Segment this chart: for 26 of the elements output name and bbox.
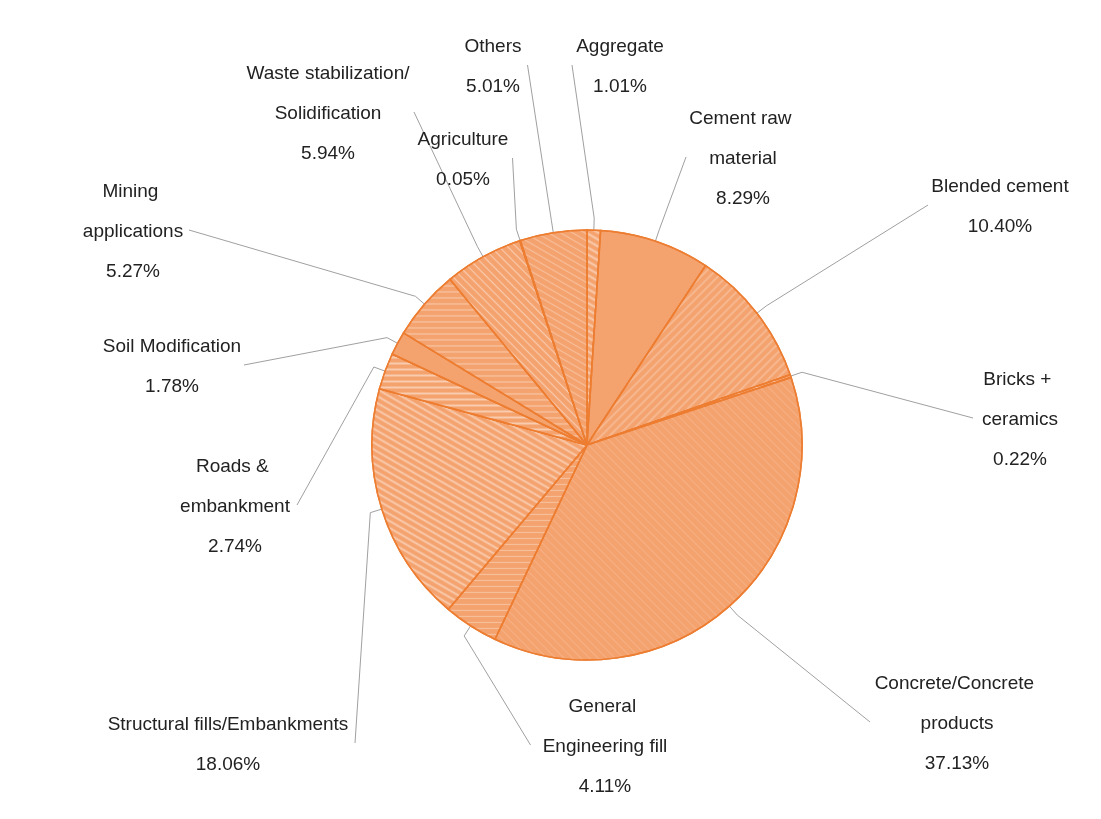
slice-label: Cement raw material	[689, 106, 797, 168]
data-label: 5.01%	[466, 74, 521, 96]
data-label: 5.27%	[106, 259, 161, 281]
slice-label: Roads & embankment	[180, 454, 291, 516]
slice-label: Blended cement	[931, 174, 1070, 196]
slice-label: Soil Modification	[102, 334, 242, 356]
data-label: 18.06%	[195, 752, 261, 774]
data-label: 10.40%	[967, 214, 1033, 236]
slice-label: Others	[464, 34, 522, 56]
slice-label: General Engineering fill	[542, 694, 668, 756]
data-label: 0.22%	[993, 447, 1048, 469]
data-label: 1.78%	[145, 374, 200, 396]
data-label: 37.13%	[924, 751, 990, 773]
data-label: 0.05%	[436, 167, 491, 189]
slice-label: Agriculture	[417, 127, 509, 149]
slice-label: Mining applications	[82, 179, 184, 241]
data-label: 4.11%	[578, 774, 632, 796]
slice-label: Aggregate	[576, 34, 664, 56]
data-label: 1.01%	[593, 74, 648, 96]
data-label: 8.29%	[716, 186, 771, 208]
slice-label: Waste stabilization/Solidification	[246, 61, 411, 123]
slice-label: Structural fills/Embankments	[107, 712, 349, 734]
data-label: 2.74%	[208, 534, 263, 556]
data-label: 5.94%	[301, 141, 356, 163]
slice-label: Concrete/Concrete products	[874, 671, 1040, 733]
slice-label: Bricks + ceramics	[981, 367, 1059, 429]
